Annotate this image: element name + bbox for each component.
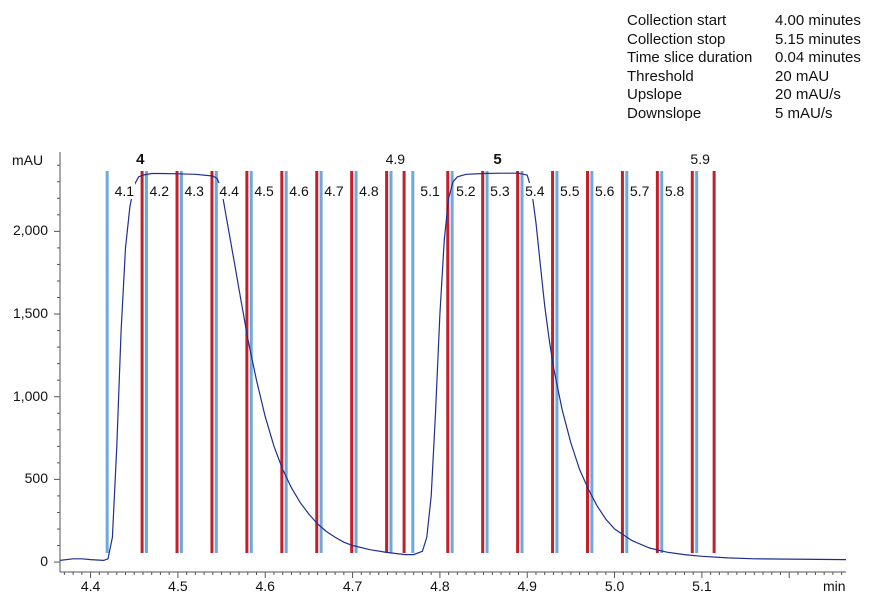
fraction-label: 5.3 xyxy=(489,183,511,199)
x-tick-label: 4.4 xyxy=(80,578,101,594)
x-tick-label: 4.8 xyxy=(430,578,450,594)
y-tick-label: 2,000 xyxy=(12,222,48,239)
parameter-value: 5 mAU/s xyxy=(775,104,833,122)
x-tick-label: 4.5 xyxy=(168,578,188,594)
x-tick-label: 4.9 xyxy=(517,578,537,594)
fraction-label: 4.4 xyxy=(218,183,240,199)
chromatogram-trace xyxy=(59,172,847,562)
parameter-label: Collection stop xyxy=(627,30,726,48)
y-axis-label: mAU xyxy=(12,152,44,168)
parameter-value: 20 mAU/s xyxy=(775,86,841,103)
parameter-label: Threshold xyxy=(627,67,694,85)
fraction-label: 4 xyxy=(136,151,145,168)
fraction-label: 4.2 xyxy=(148,183,171,199)
parameter-value: 5.15 minutes xyxy=(775,30,861,48)
fraction-label: 5.8 xyxy=(663,183,686,199)
x-tick-label: 5.0 xyxy=(604,578,625,594)
fraction-label: 4.7 xyxy=(323,183,345,199)
fraction-label: 4.5 xyxy=(253,183,275,199)
parameter-value: 20 mAU xyxy=(775,67,830,85)
parameter-label: Upslope xyxy=(627,86,683,103)
fraction-label: 5.7 xyxy=(628,183,651,199)
y-tick-label: 500 xyxy=(24,470,48,487)
fraction-label: 5 xyxy=(493,151,502,168)
parameter-value: 4.00 minutes xyxy=(775,12,861,29)
parameter-label: Downslope xyxy=(627,104,702,122)
parameter-value: 0.04 minutes xyxy=(775,49,861,66)
fraction-label: 4.1 xyxy=(113,183,136,199)
fraction-label: 5.1 xyxy=(419,183,441,199)
fraction-label: 5.5 xyxy=(559,183,581,199)
fraction-label: 4.3 xyxy=(183,183,205,199)
fraction-label: 4.9 xyxy=(385,151,406,167)
fraction-label: 5.4 xyxy=(524,183,546,199)
fraction-label: 5.9 xyxy=(690,151,710,167)
y-tick-label: 1,500 xyxy=(12,305,48,322)
x-tick-label: 4.7 xyxy=(342,578,363,594)
y-tick-label: 1,000 xyxy=(12,387,48,404)
fraction-label: 5.6 xyxy=(593,183,616,199)
fraction-label: 5.2 xyxy=(455,183,477,199)
fraction-label: 4.6 xyxy=(288,183,310,199)
x-tick-label: 4.6 xyxy=(255,578,275,594)
parameter-label: Collection start xyxy=(627,12,727,29)
parameter-label: Time slice duration xyxy=(627,49,753,66)
x-axis-label: min xyxy=(823,578,846,594)
x-tick-label: 5.1 xyxy=(692,578,712,594)
y-tick-label: 0 xyxy=(40,553,48,570)
fraction-label: 4.8 xyxy=(358,183,380,199)
